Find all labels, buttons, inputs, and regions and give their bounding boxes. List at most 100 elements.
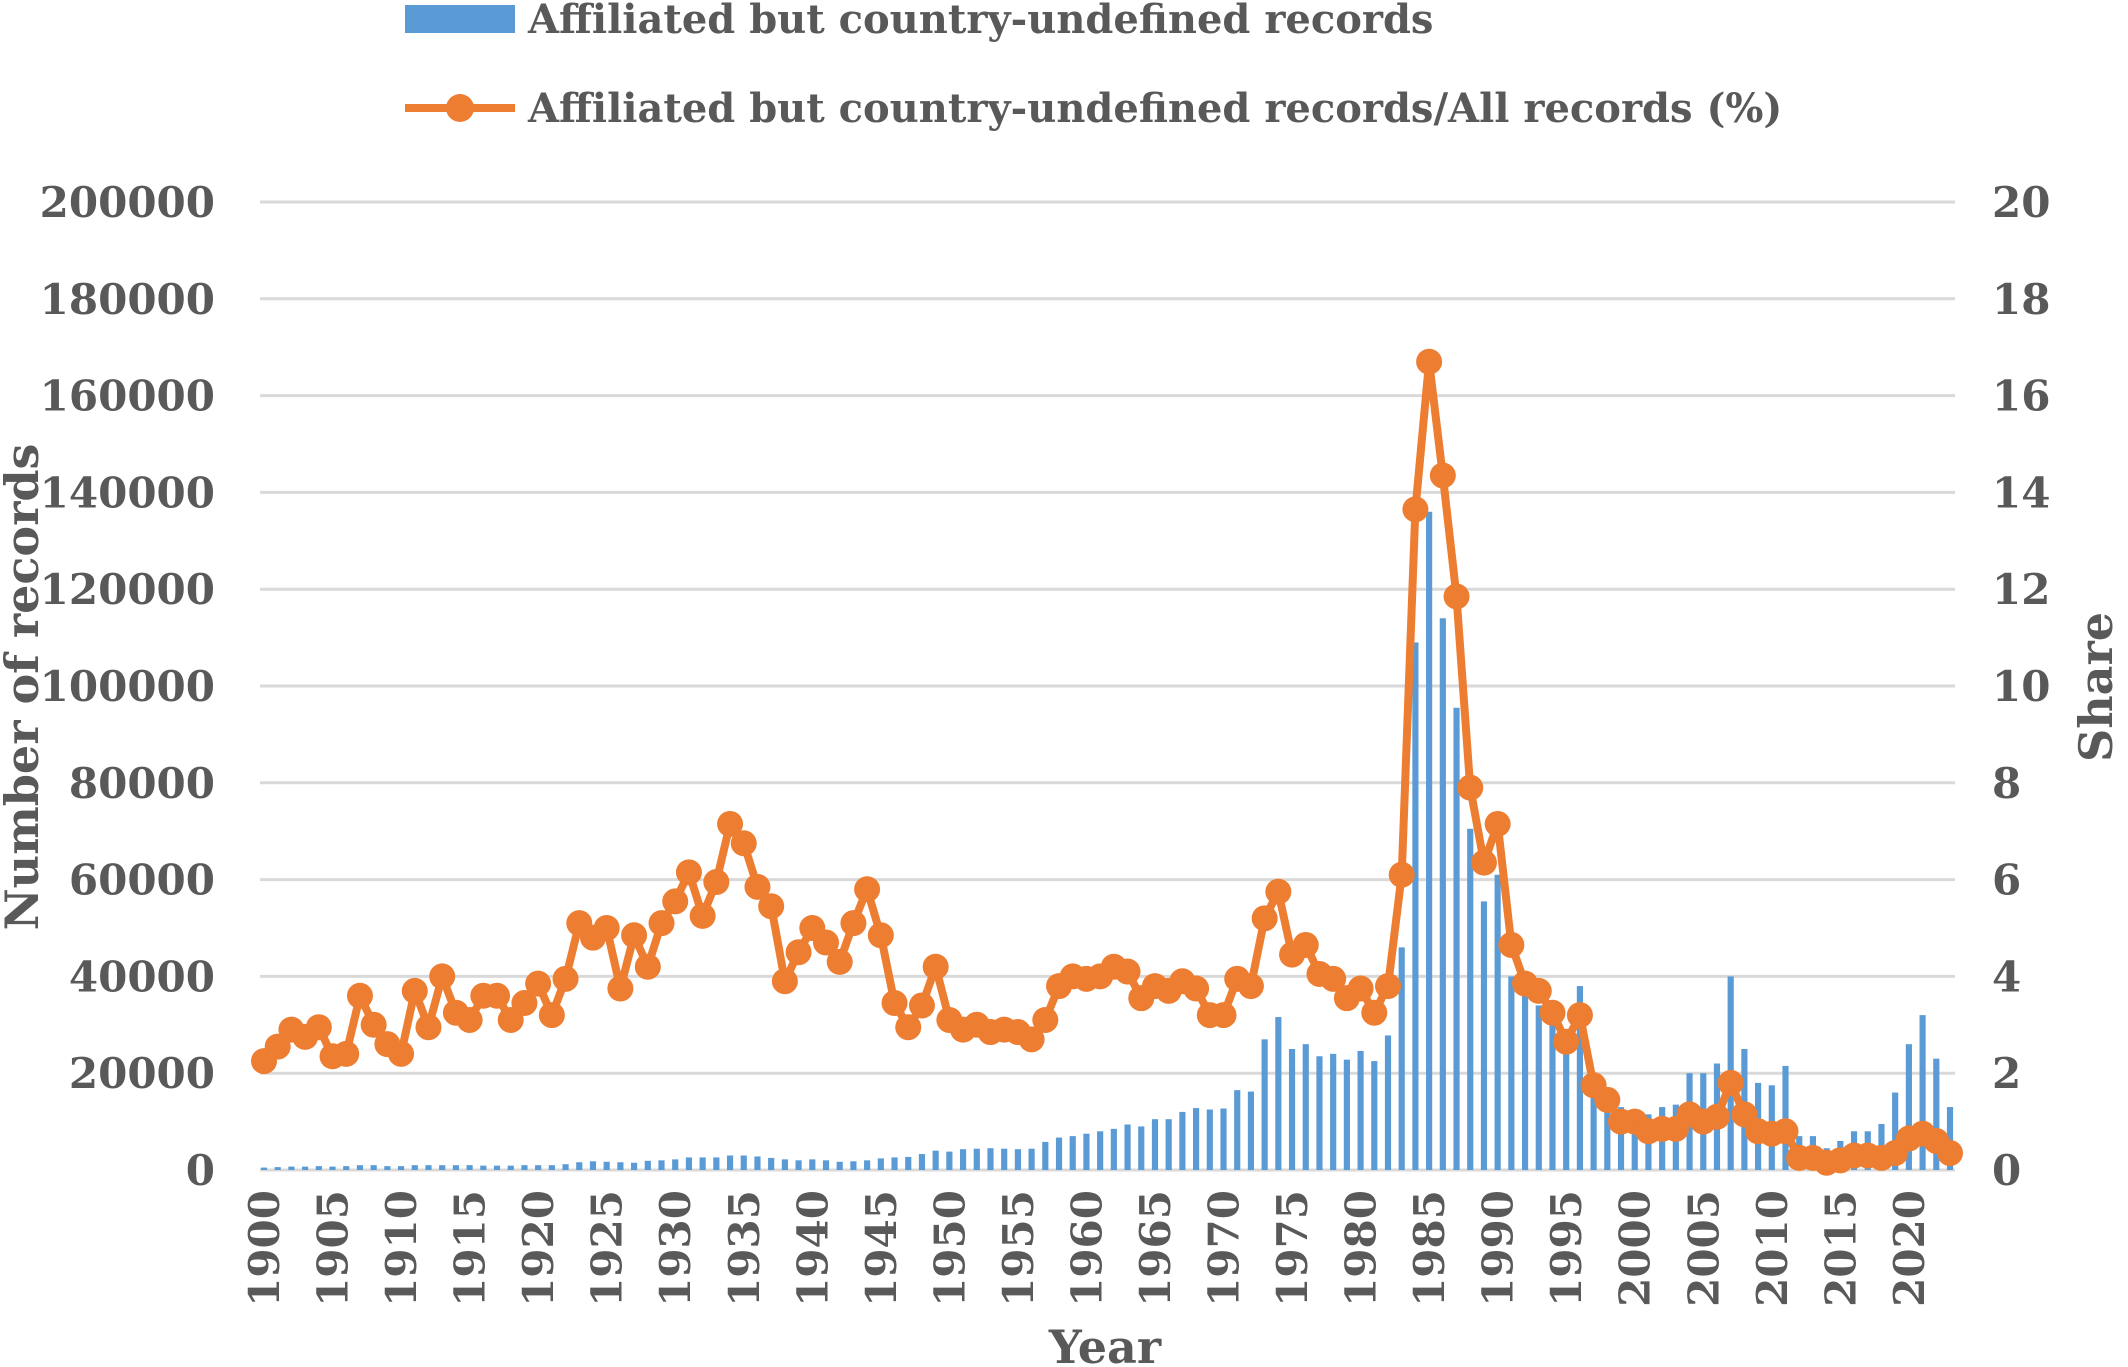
- share-point: [895, 1014, 922, 1041]
- bar: [576, 1162, 583, 1170]
- bar: [1083, 1133, 1090, 1170]
- x-tick-label: 1970: [1200, 1190, 1249, 1307]
- y-tick-label: 60000: [69, 856, 215, 905]
- share-point: [881, 990, 908, 1017]
- x-axis-title: Year: [1048, 1320, 1162, 1367]
- x-tick-label: 1915: [446, 1190, 495, 1307]
- share-point: [333, 1040, 360, 1067]
- bar: [1467, 828, 1474, 1170]
- bar: [1480, 901, 1488, 1170]
- bar: [631, 1162, 638, 1170]
- bar: [1097, 1131, 1104, 1170]
- share-point: [1032, 1006, 1059, 1033]
- y-axis-title: Number of records: [0, 444, 49, 931]
- bar: [411, 1165, 418, 1170]
- share-point: [840, 910, 867, 937]
- legend-label-bars: Affiliated but country-undefined records: [527, 0, 1433, 43]
- bar: [370, 1165, 377, 1170]
- legend-label-line: Affiliated but country-undefined records…: [527, 85, 1782, 132]
- x-tick-label: 1950: [925, 1190, 974, 1307]
- share-point: [1251, 905, 1278, 932]
- x-tick-label: 2015: [1816, 1190, 1865, 1307]
- share-point: [1937, 1140, 1963, 1167]
- line-series: [251, 348, 1963, 1176]
- bar: [850, 1161, 857, 1170]
- share-point: [607, 975, 634, 1002]
- bar: [973, 1148, 980, 1170]
- bar: [699, 1157, 706, 1170]
- share-point: [1539, 999, 1566, 1026]
- bar: [685, 1157, 693, 1170]
- bar: [713, 1157, 720, 1170]
- share-point: [1114, 958, 1141, 985]
- share-point: [648, 910, 675, 937]
- bar: [589, 1161, 597, 1170]
- bar: [329, 1166, 336, 1170]
- bar: [493, 1165, 501, 1170]
- x-tick-label: 1980: [1337, 1190, 1386, 1307]
- bar: [1604, 1104, 1611, 1170]
- x-tick-label: 1990: [1474, 1190, 1523, 1307]
- x-tick-label: 2000: [1611, 1190, 1660, 1307]
- bar: [1234, 1090, 1241, 1170]
- bar: [918, 1154, 926, 1170]
- x-tick-label: 1930: [651, 1190, 700, 1307]
- share-point: [1237, 973, 1264, 1000]
- x-tick-label: 2020: [1885, 1190, 1934, 1307]
- share-point: [388, 1040, 415, 1067]
- bar: [1919, 1015, 1926, 1170]
- y-tick-label: 120000: [40, 565, 215, 614]
- x-tick-label: 2010: [1748, 1190, 1797, 1307]
- bar: [1275, 1017, 1282, 1170]
- y2-tick-label: 4: [1992, 952, 2021, 1001]
- y2-tick-label: 16: [1992, 372, 2050, 421]
- right-axis-ticks: 0 2 4 6 8 10 12 14 16 18 20: [1992, 178, 2050, 1195]
- y2-tick-label: 18: [1992, 275, 2050, 324]
- bar: [1247, 1091, 1255, 1170]
- bar: [1892, 1092, 1899, 1170]
- bar: [1330, 1053, 1337, 1170]
- share-point: [1416, 348, 1443, 375]
- y-tick-label: 100000: [40, 662, 215, 711]
- share-point: [758, 893, 785, 920]
- bar: [1001, 1148, 1008, 1170]
- x-tick-label: 1910: [377, 1190, 426, 1307]
- bar: [1151, 1119, 1159, 1170]
- bar: [1617, 1107, 1625, 1170]
- bar: [384, 1166, 391, 1170]
- bar: [1014, 1149, 1021, 1170]
- bar: [1042, 1141, 1049, 1170]
- share-point: [538, 1002, 565, 1029]
- bar: [1576, 986, 1583, 1170]
- y2-tick-label: 20: [1992, 178, 2050, 227]
- bar: [288, 1166, 295, 1170]
- bar: [315, 1166, 322, 1170]
- bar: [864, 1160, 871, 1170]
- share-point: [1375, 973, 1401, 1000]
- y2-tick-label: 2: [1992, 1049, 2021, 1098]
- y-tick-label: 160000: [40, 372, 215, 421]
- share-point: [511, 990, 538, 1017]
- bar: [1055, 1137, 1063, 1170]
- share-point: [1402, 496, 1429, 523]
- bar: [1508, 976, 1515, 1170]
- y2-tick-label: 12: [1992, 565, 2050, 614]
- x-tick-label: 1935: [720, 1190, 769, 1307]
- bar: [1494, 874, 1501, 1170]
- legend-swatch-marker: [446, 94, 474, 122]
- bar: [822, 1160, 830, 1170]
- bar: [1261, 1039, 1268, 1170]
- share-point: [360, 1011, 387, 1038]
- bar: [1590, 1078, 1597, 1170]
- bar: [768, 1157, 775, 1170]
- legend-swatch-bars: [405, 5, 515, 33]
- share-point: [1388, 861, 1415, 888]
- bar: [1028, 1148, 1035, 1170]
- bar: [1905, 1044, 1912, 1170]
- y-tick-label: 180000: [40, 275, 215, 324]
- bar: [1288, 1049, 1296, 1170]
- share-point: [1484, 810, 1511, 837]
- share-point: [717, 810, 744, 837]
- bar: [439, 1165, 446, 1170]
- y-tick-label: 0: [186, 1146, 215, 1195]
